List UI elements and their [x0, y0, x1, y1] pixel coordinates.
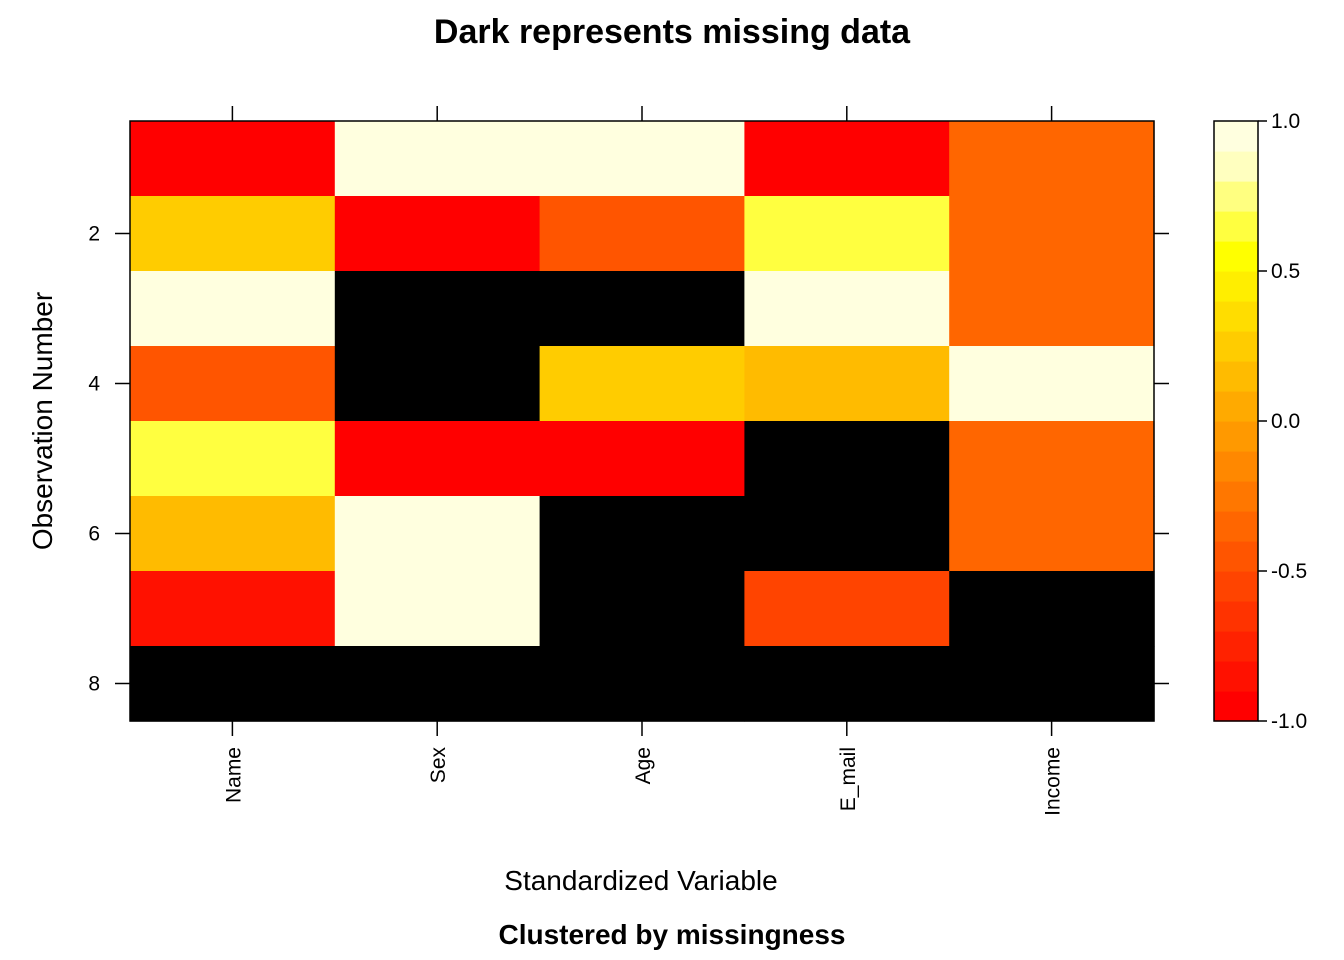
- colorbar-band: [1214, 331, 1258, 362]
- heatmap-cell: [539, 121, 745, 197]
- colorbar-band: [1214, 301, 1258, 332]
- colorbar-band: [1214, 181, 1258, 212]
- y-axis-ticks: 2 4 6 8: [88, 223, 1169, 696]
- heatmap-cell: [539, 346, 745, 422]
- heatmap-cell: [744, 496, 950, 572]
- heatmap-cell: [949, 121, 1155, 197]
- colorbar-band: [1214, 211, 1258, 242]
- x-tick-label: Income: [1042, 747, 1065, 816]
- y-tick-label: 4: [88, 373, 100, 396]
- heatmap-cell: [130, 496, 336, 572]
- colorbar-band: [1214, 481, 1258, 512]
- heatmap-cell: [949, 571, 1155, 647]
- colorbar-tick-label: 0.0: [1271, 410, 1300, 433]
- heatmap-cell: [949, 646, 1155, 722]
- x-tick-label: E_mail: [837, 747, 860, 811]
- colorbar-ticks: -1.0 -0.5 0.0 0.5 1.0: [1258, 110, 1307, 733]
- heatmap-cell: [539, 196, 745, 272]
- heatmap-cell: [744, 196, 950, 272]
- heatmap-cells: [130, 121, 1155, 722]
- heatmap-cell: [949, 271, 1155, 347]
- heatmap-cell: [949, 196, 1155, 272]
- colorbar-band: [1214, 631, 1258, 662]
- heatmap-cell: [539, 496, 745, 572]
- colorbar-band: [1214, 541, 1258, 572]
- colorbar-tick-label: 0.5: [1271, 260, 1300, 283]
- y-axis-label: Observation Number: [27, 292, 58, 550]
- heatmap-cell: [744, 121, 950, 197]
- colorbar-band: [1214, 601, 1258, 632]
- heatmap-cell: [744, 346, 950, 422]
- heatmap-cell: [539, 571, 745, 647]
- heatmap-cell: [130, 571, 336, 647]
- colorbar-band: [1214, 451, 1258, 482]
- colorbar-band: [1214, 241, 1258, 272]
- y-tick-label: 2: [88, 223, 100, 246]
- colorbar-tick-label: -0.5: [1271, 560, 1307, 583]
- colorbar: [1214, 121, 1258, 722]
- colorbar-tick-label: 1.0: [1271, 110, 1300, 133]
- x-axis-ticks: Name Sex Age E_mail Income: [222, 106, 1065, 816]
- colorbar-band: [1214, 121, 1258, 152]
- heatmap-cell: [539, 646, 745, 722]
- heatmap-cell: [744, 271, 950, 347]
- heatmap-cell: [744, 646, 950, 722]
- heatmap-cell: [130, 346, 336, 422]
- colorbar-band: [1214, 511, 1258, 542]
- heatmap-cell: [949, 346, 1155, 422]
- chart-title: Dark represents missing data: [434, 13, 911, 51]
- colorbar-band: [1214, 391, 1258, 422]
- heatmap-cell: [334, 121, 541, 197]
- heatmap-cell: [334, 196, 541, 272]
- x-tick-label: Age: [632, 747, 655, 784]
- colorbar-band: [1214, 421, 1258, 452]
- y-tick-label: 6: [88, 523, 100, 546]
- colorbar-band: [1214, 661, 1258, 692]
- heatmap-cell: [130, 646, 336, 722]
- x-axis-label: Standardized Variable: [504, 865, 777, 896]
- heatmap-cell: [334, 571, 541, 647]
- colorbar-band: [1214, 691, 1258, 722]
- heatmap-cell: [130, 121, 336, 197]
- heatmap-cell: [334, 346, 541, 422]
- colorbar-band: [1214, 151, 1258, 182]
- heatmap-cell: [130, 271, 336, 347]
- heatmap-cell: [334, 646, 541, 722]
- chart-subtitle: Clustered by missingness: [498, 919, 845, 950]
- heatmap-cell: [949, 421, 1155, 497]
- heatmap-cell: [334, 421, 541, 497]
- x-tick-label: Name: [222, 747, 245, 803]
- heatmap-cell: [539, 271, 745, 347]
- colorbar-band: [1214, 571, 1258, 602]
- heatmap-cell: [744, 421, 950, 497]
- colorbar-band: [1214, 361, 1258, 392]
- heatmap-cell: [334, 271, 541, 347]
- heatmap-cell: [130, 421, 336, 497]
- colorbar-tick-label: -1.0: [1271, 710, 1307, 733]
- x-tick-label: Sex: [427, 747, 450, 784]
- heatmap-cell: [744, 571, 950, 647]
- heatmap-cell: [334, 496, 541, 572]
- heatmap-cell: [539, 421, 745, 497]
- heatmap-cell: [130, 196, 336, 272]
- colorbar-band: [1214, 271, 1258, 302]
- y-tick-label: 8: [88, 673, 100, 696]
- heatmap-cell: [949, 496, 1155, 572]
